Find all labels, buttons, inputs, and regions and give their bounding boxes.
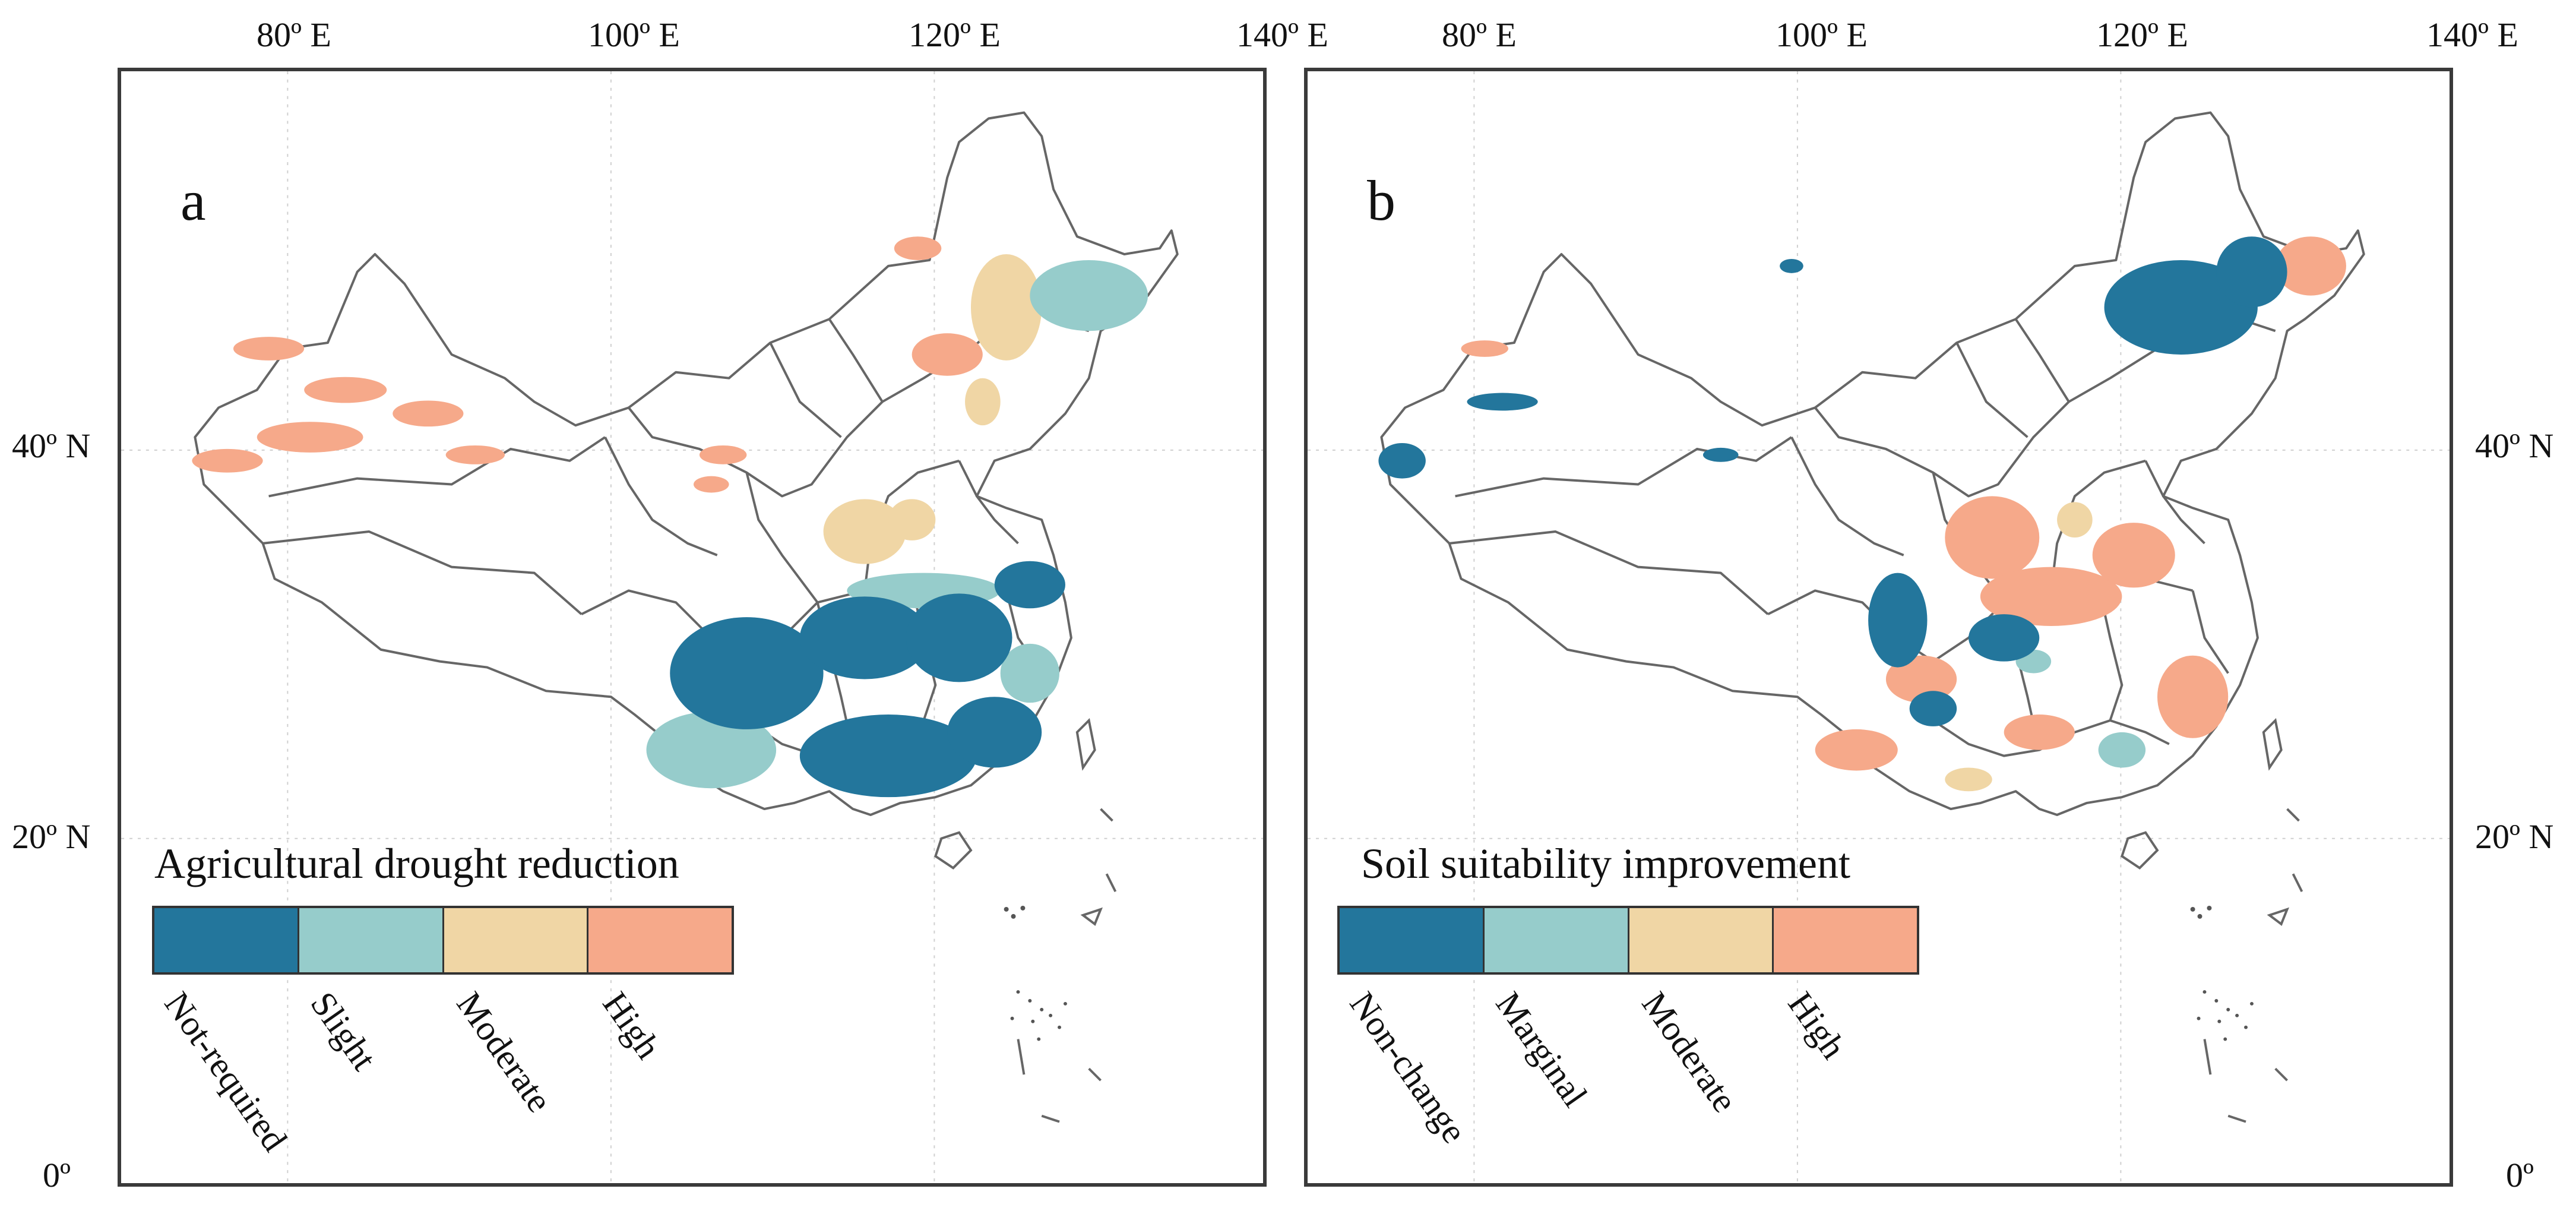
map-panel-a: a Agricultural drought reduction Not-req… [118, 68, 1267, 1187]
south-china-sea-dots [1004, 905, 1067, 1041]
right-lat-label-40: 40º N [2475, 426, 2554, 465]
swatch-b-moderate [1629, 908, 1774, 972]
islands [934, 717, 1117, 1123]
swatch-b-marginal [1484, 908, 1629, 972]
islands [2121, 717, 2303, 1123]
map-b-svg [1308, 71, 2450, 1183]
graticule [121, 71, 1263, 1183]
drought-not-required-patches [670, 561, 1065, 798]
legend-title-a: Agricultural drought reduction [154, 840, 679, 887]
top-lon-label-120-b: 120º E [2096, 15, 2188, 54]
swatch-a-moderate [444, 908, 589, 972]
drought-moderate-patches [823, 254, 1042, 564]
top-lon-label-100: 100º E [588, 15, 680, 54]
swatch-b-non-change [1340, 908, 1485, 972]
swatch-b-high [1774, 908, 1917, 972]
province-boundaries [1380, 111, 2365, 816]
panel-letter-a: a [181, 169, 206, 232]
colorbar-b [1337, 906, 1919, 975]
swatch-a-slight [299, 908, 444, 972]
colorbar-a [152, 906, 734, 975]
map-panel-b: b Soil suitability improvement Non-chang… [1304, 68, 2453, 1187]
graticule [1308, 71, 2450, 1183]
top-lon-label-140: 140º E [1236, 15, 1328, 54]
swatch-a-not-required [154, 908, 299, 972]
soil-non-change-patches [1378, 236, 2287, 726]
south-china-sea-dots [2190, 905, 2254, 1041]
top-lon-label-80-b: 80º E [1442, 15, 1517, 54]
map-a-svg [121, 71, 1263, 1183]
drought-high-patches [192, 236, 983, 493]
right-lat-label-20: 20º N [2475, 817, 2554, 856]
right-lat-label-0: 0º [2506, 1156, 2534, 1194]
top-lon-label-100-b: 100º E [1776, 15, 1868, 54]
top-lon-label-140-b: 140º E [2426, 15, 2518, 54]
soil-moderate-patches [1945, 502, 2093, 792]
top-lon-label-80: 80º E [257, 15, 331, 54]
legend-title-b: Soil suitability improvement [1361, 840, 1850, 887]
panel-letter-b: b [1367, 169, 1395, 232]
soil-high-patches [1461, 236, 2346, 771]
left-lat-label-20: 20º N [12, 817, 91, 856]
left-lat-label-40: 40º N [12, 426, 91, 465]
left-lat-label-0: 0º [43, 1156, 71, 1194]
top-lon-label-120: 120º E [909, 15, 1001, 54]
swatch-a-high [588, 908, 732, 972]
soil-marginal-patches [2015, 649, 2146, 768]
